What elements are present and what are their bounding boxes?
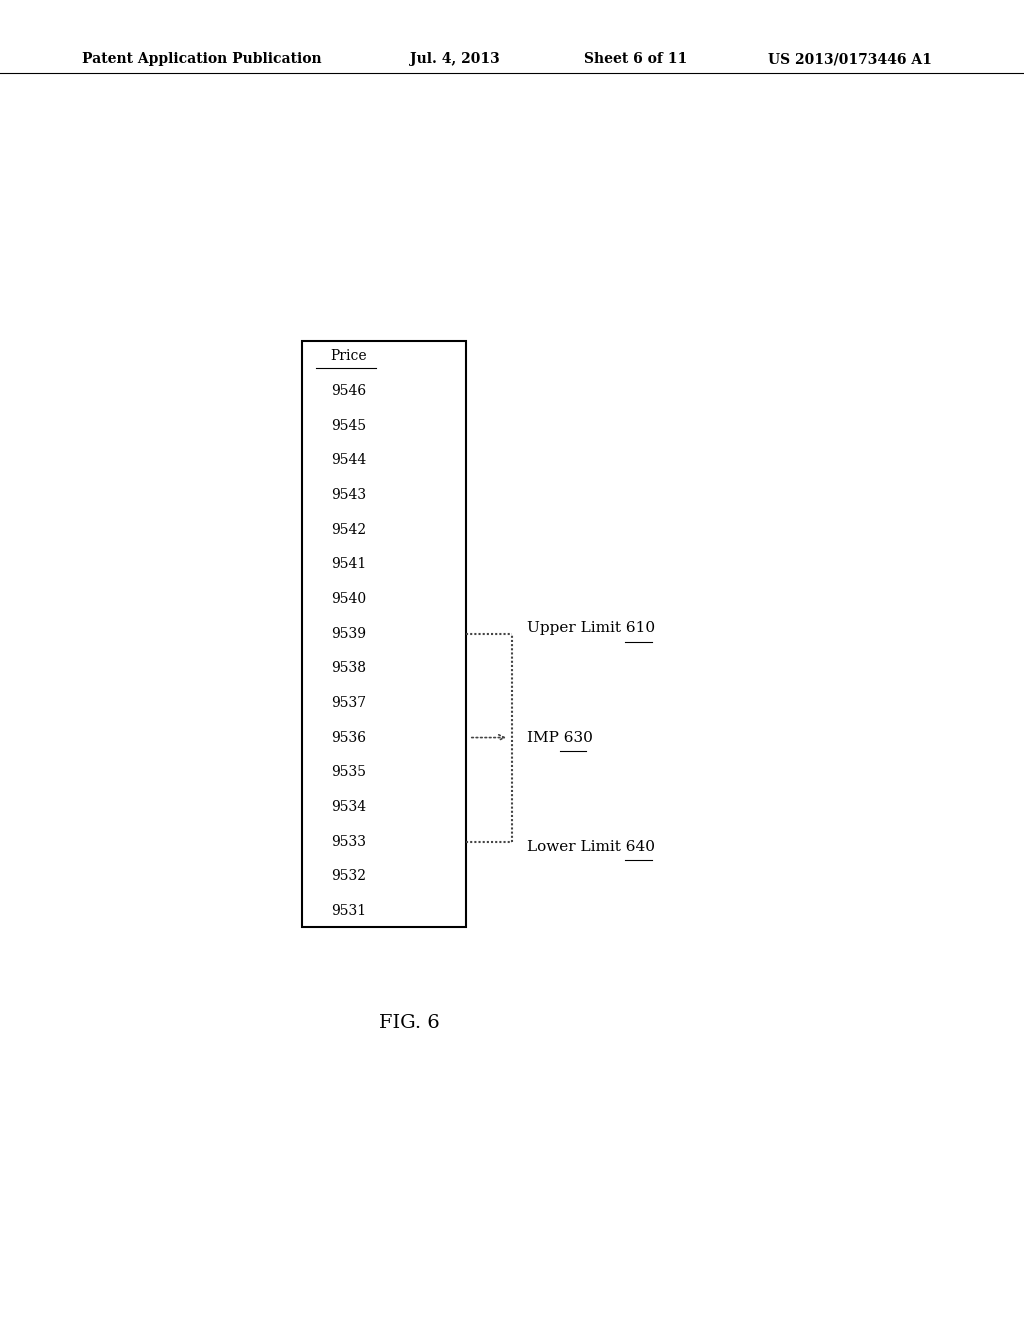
Text: 9543: 9543 xyxy=(331,488,366,502)
Text: 9535: 9535 xyxy=(331,766,366,779)
Text: 9537: 9537 xyxy=(331,696,366,710)
Text: IMP 630: IMP 630 xyxy=(527,730,593,744)
Text: 9544: 9544 xyxy=(331,453,366,467)
Text: Upper Limit 610: Upper Limit 610 xyxy=(527,622,655,635)
Text: 9532: 9532 xyxy=(331,869,366,883)
Text: Jul. 4, 2013: Jul. 4, 2013 xyxy=(410,53,500,66)
Bar xyxy=(302,341,466,927)
Text: 9539: 9539 xyxy=(331,627,366,640)
Text: FIG. 6: FIG. 6 xyxy=(379,1014,439,1032)
Text: 9540: 9540 xyxy=(331,591,366,606)
Text: Patent Application Publication: Patent Application Publication xyxy=(82,53,322,66)
Text: Sheet 6 of 11: Sheet 6 of 11 xyxy=(584,53,687,66)
Text: 9536: 9536 xyxy=(331,730,366,744)
Text: 9538: 9538 xyxy=(331,661,366,676)
Text: US 2013/0173446 A1: US 2013/0173446 A1 xyxy=(768,53,932,66)
Text: 9545: 9545 xyxy=(331,418,366,433)
Text: 9541: 9541 xyxy=(331,557,366,572)
Text: 9546: 9546 xyxy=(331,384,366,399)
Text: Price: Price xyxy=(331,350,368,363)
Text: 9533: 9533 xyxy=(331,834,366,849)
Text: 9542: 9542 xyxy=(331,523,366,537)
Text: 9531: 9531 xyxy=(331,904,366,917)
Text: Lower Limit 640: Lower Limit 640 xyxy=(527,840,655,854)
Text: 9534: 9534 xyxy=(331,800,366,814)
